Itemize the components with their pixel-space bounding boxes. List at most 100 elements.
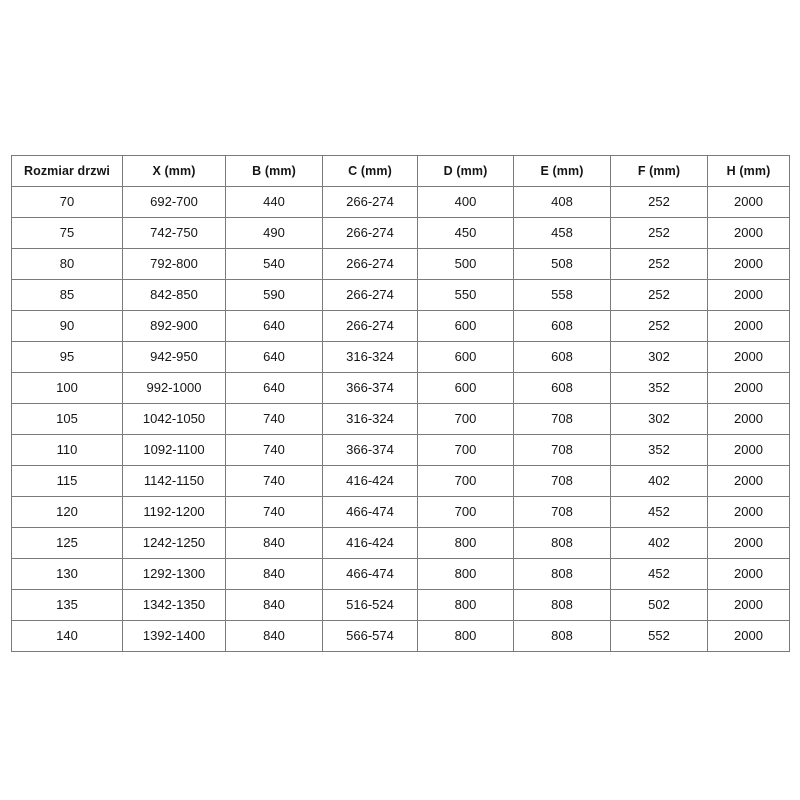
- cell-door-size: 85: [11, 279, 123, 311]
- cell-value: 252: [610, 279, 708, 311]
- cell-value: 2000: [707, 372, 790, 404]
- table-row: 105 1042-1050 740 316-324 700 708 302 2000: [11, 403, 790, 435]
- cell-value: 740: [225, 465, 323, 497]
- cell-value: 402: [610, 465, 708, 497]
- cell-value: 840: [225, 558, 323, 590]
- cell-door-size: 80: [11, 248, 123, 280]
- cell-door-size: 75: [11, 217, 123, 249]
- cell-value: 490: [225, 217, 323, 249]
- cell-value: 400: [417, 186, 514, 218]
- cell-door-size: 105: [11, 403, 123, 435]
- cell-value: 608: [513, 310, 611, 342]
- cell-value: 640: [225, 310, 323, 342]
- cell-value: 600: [417, 341, 514, 373]
- cell-value: 550: [417, 279, 514, 311]
- column-header-1: X (mm): [122, 155, 226, 187]
- cell-value: 2000: [707, 527, 790, 559]
- spec-table-body: 70 692-700 440 266-274 400 408 252 2000 75 742-75…: [11, 186, 790, 652]
- table-row: 120 1192-1200 740 466-474 700 708 452 2000: [11, 496, 790, 528]
- cell-value: 700: [417, 465, 514, 497]
- cell-value: 540: [225, 248, 323, 280]
- cell-value: 700: [417, 434, 514, 466]
- cell-value: 2000: [707, 496, 790, 528]
- cell-value: 558: [513, 279, 611, 311]
- cell-value: 316-324: [322, 403, 418, 435]
- table-row: 125 1242-1250 840 416-424 800 808 402 2000: [11, 527, 790, 559]
- cell-value: 842-850: [122, 279, 226, 311]
- cell-value: 508: [513, 248, 611, 280]
- cell-value: 590: [225, 279, 323, 311]
- cell-value: 740: [225, 403, 323, 435]
- cell-value: 266-274: [322, 248, 418, 280]
- cell-value: 792-800: [122, 248, 226, 280]
- cell-value: 502: [610, 589, 708, 621]
- cell-value: 800: [417, 527, 514, 559]
- cell-value: 2000: [707, 310, 790, 342]
- cell-door-size: 70: [11, 186, 123, 218]
- column-header-4: D (mm): [417, 155, 514, 187]
- cell-value: 450: [417, 217, 514, 249]
- cell-value: 608: [513, 372, 611, 404]
- cell-door-size: 100: [11, 372, 123, 404]
- cell-value: 2000: [707, 217, 790, 249]
- cell-value: 2000: [707, 186, 790, 218]
- cell-value: 1192-1200: [122, 496, 226, 528]
- cell-value: 1242-1250: [122, 527, 226, 559]
- table-row: 110 1092-1100 740 366-374 700 708 352 2000: [11, 434, 790, 466]
- cell-value: 252: [610, 248, 708, 280]
- table-row: 135 1342-1350 840 516-524 800 808 502 2000: [11, 589, 790, 621]
- cell-value: 266-274: [322, 217, 418, 249]
- cell-value: 708: [513, 465, 611, 497]
- cell-value: 892-900: [122, 310, 226, 342]
- cell-value: 316-324: [322, 341, 418, 373]
- cell-door-size: 115: [11, 465, 123, 497]
- cell-value: 742-750: [122, 217, 226, 249]
- cell-value: 600: [417, 310, 514, 342]
- cell-value: 740: [225, 496, 323, 528]
- column-header-6: F (mm): [610, 155, 708, 187]
- cell-value: 2000: [707, 403, 790, 435]
- cell-value: 416-424: [322, 465, 418, 497]
- cell-value: 708: [513, 434, 611, 466]
- table-row: 140 1392-1400 840 566-574 800 808 552 2000: [11, 620, 790, 652]
- cell-value: 808: [513, 558, 611, 590]
- cell-value: 2000: [707, 341, 790, 373]
- cell-value: 466-474: [322, 558, 418, 590]
- cell-value: 1042-1050: [122, 403, 226, 435]
- cell-value: 302: [610, 341, 708, 373]
- cell-value: 402: [610, 527, 708, 559]
- cell-value: 1292-1300: [122, 558, 226, 590]
- cell-value: 1392-1400: [122, 620, 226, 652]
- cell-value: 708: [513, 496, 611, 528]
- cell-value: 640: [225, 372, 323, 404]
- cell-door-size: 135: [11, 589, 123, 621]
- cell-value: 416-424: [322, 527, 418, 559]
- table-row: 80 792-800 540 266-274 500 508 252 2000: [11, 248, 790, 280]
- table-row: 85 842-850 590 266-274 550 558 252 2000: [11, 279, 790, 311]
- spec-table-header: Rozmiar drzwi X (mm) B (mm) C (mm) D (mm) E (…: [11, 155, 790, 187]
- cell-value: 2000: [707, 434, 790, 466]
- cell-value: 266-274: [322, 186, 418, 218]
- cell-value: 808: [513, 620, 611, 652]
- cell-door-size: 130: [11, 558, 123, 590]
- cell-value: 252: [610, 217, 708, 249]
- cell-value: 500: [417, 248, 514, 280]
- cell-value: 2000: [707, 620, 790, 652]
- cell-value: 366-374: [322, 372, 418, 404]
- cell-value: 2000: [707, 279, 790, 311]
- cell-value: 366-374: [322, 434, 418, 466]
- cell-value: 452: [610, 558, 708, 590]
- cell-door-size: 95: [11, 341, 123, 373]
- cell-value: 516-524: [322, 589, 418, 621]
- table-header-row: Rozmiar drzwi X (mm) B (mm) C (mm) D (mm) E (…: [11, 155, 790, 187]
- column-header-3: C (mm): [322, 155, 418, 187]
- cell-value: 808: [513, 589, 611, 621]
- column-header-7: H (mm): [707, 155, 790, 187]
- cell-value: 2000: [707, 465, 790, 497]
- table-row: 95 942-950 640 316-324 600 608 302 2000: [11, 341, 790, 373]
- cell-value: 700: [417, 496, 514, 528]
- cell-value: 840: [225, 527, 323, 559]
- spec-table-container: Rozmiar drzwi X (mm) B (mm) C (mm) D (mm) E (…: [11, 155, 790, 652]
- cell-door-size: 110: [11, 434, 123, 466]
- cell-value: 840: [225, 620, 323, 652]
